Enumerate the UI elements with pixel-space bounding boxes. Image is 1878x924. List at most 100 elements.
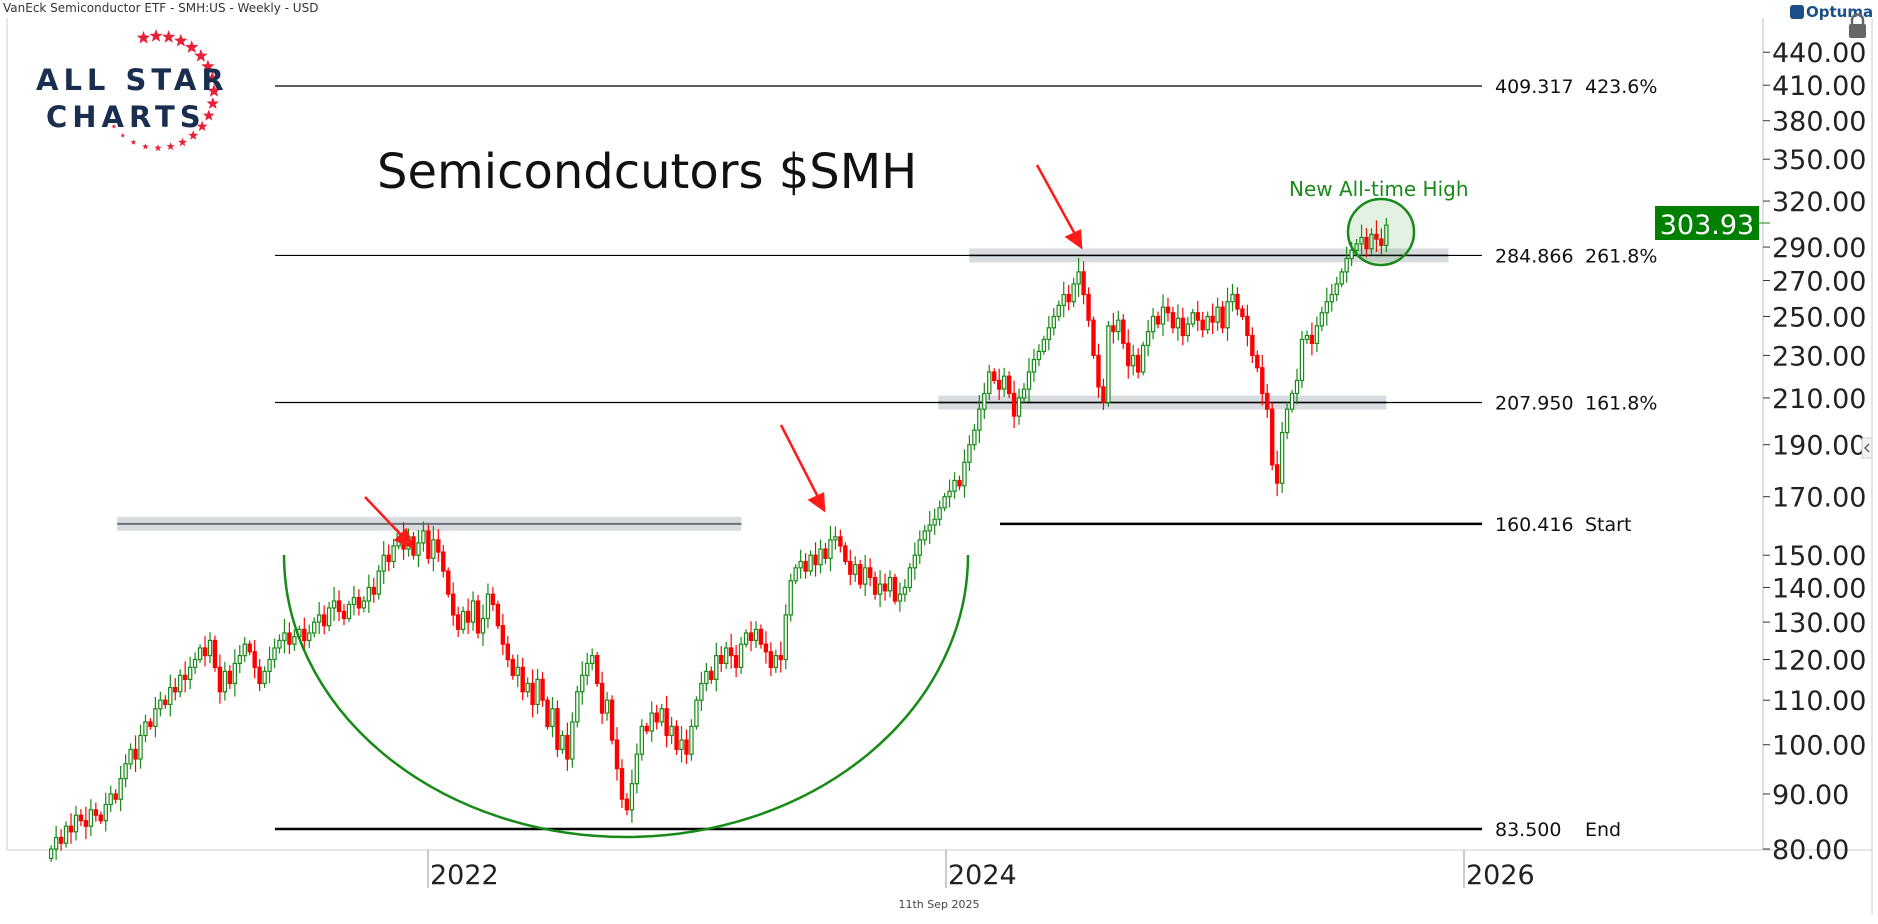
- candle: [138, 724, 143, 769]
- candle-body: [580, 674, 585, 693]
- candle-body: [575, 691, 580, 723]
- candle: [302, 617, 307, 652]
- candle: [1170, 306, 1176, 334]
- candle-body: [743, 632, 749, 645]
- candle: [1016, 388, 1022, 425]
- candle-body: [1304, 334, 1310, 341]
- candle: [1230, 283, 1235, 312]
- candle: [654, 704, 659, 730]
- candle: [709, 666, 714, 684]
- fib-level-price: 284.866: [1495, 245, 1574, 267]
- candle: [972, 424, 977, 451]
- candle: [634, 743, 640, 794]
- candle: [540, 672, 545, 707]
- candle-body: [153, 708, 158, 727]
- candle: [719, 646, 724, 673]
- y-tick-label: 80.00: [1772, 835, 1849, 866]
- candle-body: [952, 479, 957, 492]
- candle: [877, 570, 883, 608]
- candle: [495, 600, 501, 630]
- candle-body: [1056, 304, 1061, 318]
- candle-body: [163, 699, 168, 706]
- candle-body: [639, 725, 645, 755]
- candle: [1324, 287, 1329, 326]
- candle: [336, 590, 342, 622]
- candle: [1031, 348, 1037, 382]
- candle-body: [957, 479, 962, 487]
- candle-body: [1180, 317, 1186, 337]
- candle: [1175, 304, 1181, 341]
- y-tick-label: 190.00: [1772, 431, 1866, 462]
- candle-body: [1230, 293, 1235, 303]
- candle: [1284, 402, 1290, 440]
- candle-body: [1081, 271, 1086, 296]
- candle: [1096, 343, 1101, 398]
- logo-star-icon: [174, 33, 188, 47]
- candle-body: [63, 825, 69, 844]
- cup-arc: [282, 554, 970, 839]
- candle-body: [1329, 293, 1334, 303]
- candle-body: [1289, 392, 1295, 410]
- candle-body: [277, 639, 282, 649]
- candle: [1314, 316, 1320, 353]
- candle-body: [1195, 312, 1200, 321]
- candle-body: [495, 603, 501, 627]
- candle-body: [972, 429, 977, 446]
- candle: [465, 598, 471, 635]
- candle: [1384, 217, 1389, 253]
- candle-body: [1220, 306, 1225, 329]
- candle: [862, 554, 868, 597]
- candle: [1220, 301, 1225, 334]
- candle: [316, 602, 322, 635]
- y-tick-label: 140.00: [1772, 573, 1866, 604]
- candle: [381, 541, 386, 585]
- candle: [446, 567, 451, 598]
- candle: [1255, 350, 1260, 373]
- candle-body: [843, 545, 848, 563]
- candle-body: [599, 682, 605, 714]
- candle: [237, 644, 242, 674]
- candle: [143, 714, 148, 743]
- candle-body: [1066, 293, 1071, 303]
- candle-body: [982, 392, 987, 410]
- candle: [1056, 300, 1061, 321]
- candle-body: [1384, 224, 1389, 247]
- logo-star-icon: [142, 143, 149, 150]
- candle-body: [912, 554, 918, 569]
- candle: [848, 549, 853, 586]
- candle-body: [158, 699, 163, 710]
- candle-body: [1026, 371, 1032, 390]
- candle: [922, 524, 927, 546]
- candle-body: [416, 542, 421, 556]
- candle-body: [371, 586, 376, 595]
- candle-body: [192, 658, 198, 668]
- candle: [1006, 371, 1012, 398]
- candle: [331, 586, 337, 621]
- ath-circle: [1346, 197, 1416, 267]
- candle-body: [232, 662, 238, 685]
- candle-body: [331, 600, 337, 609]
- arrow-annotation: [1035, 164, 1083, 250]
- candle: [872, 571, 878, 600]
- logo-star-icon: [185, 40, 199, 53]
- candle-body: [783, 614, 788, 661]
- candle: [917, 530, 922, 564]
- collapse-panel-icon[interactable]: [1861, 437, 1873, 459]
- candle-body: [451, 593, 456, 616]
- candle: [1101, 378, 1106, 411]
- y-tick-label: 120.00: [1772, 645, 1866, 676]
- candle-body: [932, 518, 937, 526]
- candle-body: [867, 567, 873, 579]
- candle: [1091, 316, 1096, 359]
- candle: [887, 570, 893, 598]
- candle: [728, 633, 734, 669]
- lock-icon[interactable]: [1849, 13, 1866, 39]
- candle: [1374, 220, 1379, 253]
- candle: [788, 573, 793, 622]
- candle-body: [510, 658, 515, 676]
- candle: [1160, 294, 1166, 336]
- candle-body: [1086, 293, 1091, 321]
- candle-body: [714, 655, 719, 680]
- logo-star-icon: [136, 30, 151, 44]
